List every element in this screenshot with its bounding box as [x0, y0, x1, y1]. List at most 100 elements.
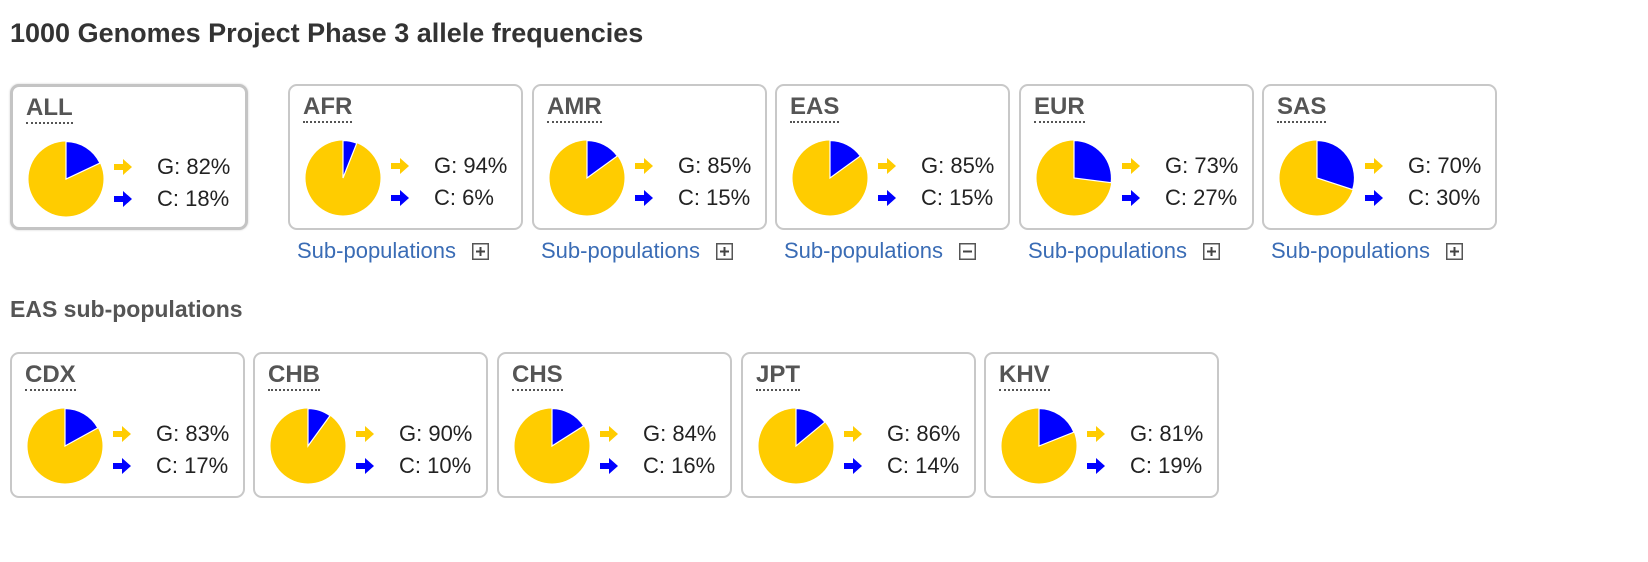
allele-row-c: C: 14% — [843, 453, 959, 479]
subpopulations-toggle-sas[interactable]: Sub-populations — [1271, 238, 1464, 264]
pie-chart-all — [28, 140, 104, 217]
blue-arrow-icon — [113, 458, 131, 474]
population-card-cdx[interactable]: CDX G: 83% C: 17% — [10, 352, 245, 498]
population-card-eas[interactable]: EAS G: 85% C: 15% — [775, 84, 1010, 230]
allele-frequency-label: C: 6% — [434, 185, 494, 210]
allele-row-g: G: 94% — [390, 153, 507, 179]
subpopulations-toggle-eas[interactable]: Sub-populations — [784, 238, 977, 264]
allele-frequency-label: C: 10% — [399, 453, 472, 478]
population-card-jpt[interactable]: JPT G: 86% C: 14% — [741, 352, 976, 498]
population-card-afr[interactable]: AFR G: 94% C: 6% — [288, 84, 523, 230]
allele-frequency-label: G: 85% — [921, 153, 995, 178]
allele-frequency-label: C: 27% — [1165, 185, 1238, 210]
population-name: AMR — [547, 94, 602, 123]
yellow-arrow-icon — [1087, 426, 1105, 442]
population-card-khv[interactable]: KHV G: 81% C: 19% — [984, 352, 1219, 498]
allele-frequency-label: C: 18% — [157, 186, 230, 211]
subpopulations-link[interactable]: Sub-populations — [541, 238, 701, 263]
allele-frequency-label: C: 19% — [1130, 453, 1203, 478]
pie-chart-khv — [1001, 407, 1077, 484]
allele-row-g: G: 85% — [634, 153, 751, 179]
blue-arrow-icon — [878, 190, 896, 206]
allele-frequency-label: C: 17% — [156, 453, 229, 478]
allele-row-c: C: 18% — [113, 186, 229, 212]
allele-row-g: G: 90% — [355, 421, 472, 447]
subpopulations-toggle-eur[interactable]: Sub-populations — [1028, 238, 1221, 264]
pie-chart-eas — [792, 139, 868, 216]
allele-frequency-label: G: 85% — [678, 153, 752, 178]
blue-arrow-icon — [844, 458, 862, 474]
allele-row-c: C: 15% — [634, 185, 750, 211]
blue-arrow-icon — [600, 458, 618, 474]
pie-chart-chs — [514, 407, 590, 484]
allele-frequency-label: G: 82% — [157, 154, 231, 179]
yellow-arrow-icon — [635, 158, 653, 174]
blue-arrow-icon — [1087, 458, 1105, 474]
blue-arrow-icon — [391, 190, 409, 206]
expand-icon[interactable] — [1446, 242, 1464, 260]
population-name: EAS — [790, 94, 840, 123]
yellow-arrow-icon — [1365, 158, 1383, 174]
allele-row-g: G: 81% — [1086, 421, 1203, 447]
allele-row-c: C: 6% — [390, 185, 494, 211]
population-card-eur[interactable]: EUR G: 73% C: 27% — [1019, 84, 1254, 230]
subpopulations-link[interactable]: Sub-populations — [297, 238, 457, 263]
pie-chart-chb — [270, 407, 346, 484]
yellow-arrow-icon — [113, 426, 131, 442]
expand-icon[interactable] — [716, 242, 734, 260]
blue-arrow-icon — [114, 191, 132, 207]
subpopulations-link[interactable]: Sub-populations — [1028, 238, 1188, 263]
pie-chart-amr — [549, 139, 625, 216]
population-name: CHS — [512, 362, 563, 391]
blue-arrow-icon — [1365, 190, 1383, 206]
allele-frequency-label: G: 86% — [887, 421, 961, 446]
collapse-icon[interactable] — [959, 242, 977, 260]
population-name: CDX — [25, 362, 76, 391]
population-card-all[interactable]: ALL G: 82% C: 18% — [10, 84, 248, 230]
allele-row-c: C: 15% — [877, 185, 993, 211]
population-card-sas[interactable]: SAS G: 70% C: 30% — [1262, 84, 1497, 230]
yellow-arrow-icon — [391, 158, 409, 174]
allele-frequency-label: G: 90% — [399, 421, 473, 446]
pie-slice-c — [1073, 139, 1113, 184]
pie-slice-c — [307, 407, 331, 448]
yellow-arrow-icon — [114, 159, 132, 175]
allele-frequency-label: G: 83% — [156, 421, 230, 446]
pie-slice-c — [64, 407, 99, 448]
allele-frequency-label: C: 14% — [887, 453, 960, 478]
population-name: KHV — [999, 362, 1050, 391]
allele-row-g: G: 86% — [843, 421, 960, 447]
subpopulations-toggle-amr[interactable]: Sub-populations — [541, 238, 734, 264]
yellow-arrow-icon — [356, 426, 374, 442]
subpopulations-link[interactable]: Sub-populations — [1271, 238, 1431, 263]
pie-slice-c — [829, 139, 862, 180]
expand-icon[interactable] — [472, 242, 490, 260]
allele-frequency-label: G: 84% — [643, 421, 717, 446]
allele-row-g: G: 84% — [599, 421, 716, 447]
population-name: SAS — [1277, 94, 1327, 123]
population-card-amr[interactable]: AMR G: 85% C: 15% — [532, 84, 767, 230]
population-name: EUR — [1034, 94, 1085, 123]
pie-chart-cdx — [27, 407, 103, 484]
yellow-arrow-icon — [844, 426, 862, 442]
subpopulations-toggle-afr[interactable]: Sub-populations — [297, 238, 490, 264]
page-title: 1000 Genomes Project Phase 3 allele freq… — [10, 18, 644, 48]
allele-frequency-label: G: 94% — [434, 153, 508, 178]
subpopulations-link[interactable]: Sub-populations — [784, 238, 944, 263]
population-card-chs[interactable]: CHS G: 84% C: 16% — [497, 352, 732, 498]
population-name: JPT — [756, 362, 801, 391]
yellow-arrow-icon — [1122, 158, 1140, 174]
allele-row-c: C: 27% — [1121, 185, 1237, 211]
population-name: AFR — [303, 94, 353, 123]
population-name: CHB — [268, 362, 320, 391]
allele-row-c: C: 16% — [599, 453, 715, 479]
allele-frequency-label: C: 30% — [1408, 185, 1481, 210]
yellow-arrow-icon — [600, 426, 618, 442]
allele-frequency-label: G: 81% — [1130, 421, 1204, 446]
blue-arrow-icon — [1122, 190, 1140, 206]
subpopulation-section-title: EAS sub-populations — [10, 296, 243, 322]
population-card-chb[interactable]: CHB G: 90% C: 10% — [253, 352, 488, 498]
allele-row-g: G: 83% — [112, 421, 229, 447]
expand-icon[interactable] — [1203, 242, 1221, 260]
blue-arrow-icon — [356, 458, 374, 474]
